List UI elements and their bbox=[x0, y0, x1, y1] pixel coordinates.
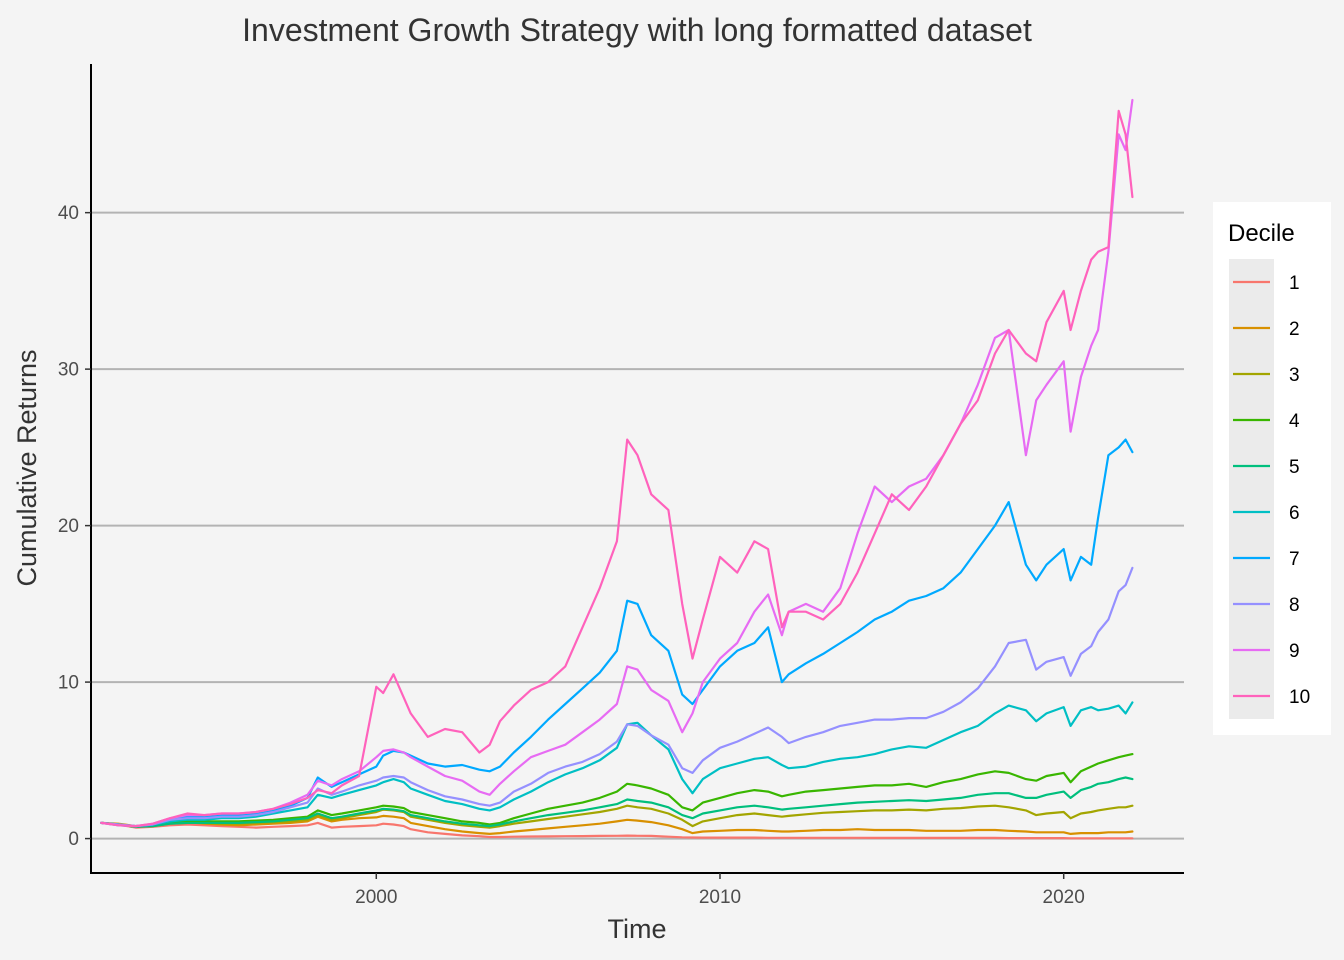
series-line-decile-2 bbox=[100, 814, 1134, 836]
y-tick-label: 40 bbox=[58, 203, 79, 224]
legend-label: 8 bbox=[1289, 595, 1300, 616]
series-line-decile-6 bbox=[100, 701, 1134, 828]
series-line-decile-3 bbox=[100, 804, 1134, 829]
legend-title: Decile bbox=[1228, 220, 1295, 247]
series-line-decile-9 bbox=[100, 98, 1134, 828]
y-tick-label: 30 bbox=[58, 360, 79, 381]
legend-label: 7 bbox=[1289, 549, 1300, 570]
legend-items: 1 2 3 4 5 6 7 8 9 10 bbox=[1229, 259, 1310, 719]
legend-key-background bbox=[1229, 259, 1274, 719]
x-tick-label: 2010 bbox=[699, 887, 741, 908]
x-tick-label: 2020 bbox=[1043, 887, 1085, 908]
gridlines bbox=[91, 211, 1184, 840]
legend-label: 5 bbox=[1289, 457, 1300, 478]
y-axis-title: Cumulative Returns bbox=[12, 349, 42, 586]
legend-label: 2 bbox=[1289, 319, 1300, 340]
legend-label: 1 bbox=[1289, 273, 1300, 294]
y-tick-label: 10 bbox=[58, 673, 79, 694]
legend-label: 4 bbox=[1289, 411, 1300, 432]
series-line-decile-10 bbox=[100, 109, 1134, 828]
legend-label: 10 bbox=[1289, 687, 1310, 708]
series-line-decile-5 bbox=[100, 776, 1134, 828]
chart-title: Investment Growth Strategy with long for… bbox=[242, 12, 1032, 48]
x-axis-title: Time bbox=[608, 914, 667, 944]
y-tick-label: 20 bbox=[58, 516, 79, 537]
legend-label: 6 bbox=[1289, 503, 1300, 524]
legend-label: 9 bbox=[1289, 641, 1300, 662]
x-axis-ticks: 2000 2010 2020 bbox=[355, 873, 1085, 908]
legend-label: 3 bbox=[1289, 365, 1300, 386]
y-tick-label: 0 bbox=[68, 829, 79, 850]
series-line-decile-7 bbox=[100, 438, 1134, 828]
series-line-decile-8 bbox=[100, 566, 1134, 828]
y-axis-ticks: 0 10 20 30 40 bbox=[58, 203, 91, 850]
x-tick-label: 2000 bbox=[355, 887, 397, 908]
series-line-decile-4 bbox=[100, 752, 1134, 828]
series-line-decile-1 bbox=[100, 821, 1134, 840]
legend: Decile 1 2 3 4 5 6 7 8 9 10 bbox=[1213, 202, 1331, 735]
series-lines bbox=[100, 98, 1134, 840]
